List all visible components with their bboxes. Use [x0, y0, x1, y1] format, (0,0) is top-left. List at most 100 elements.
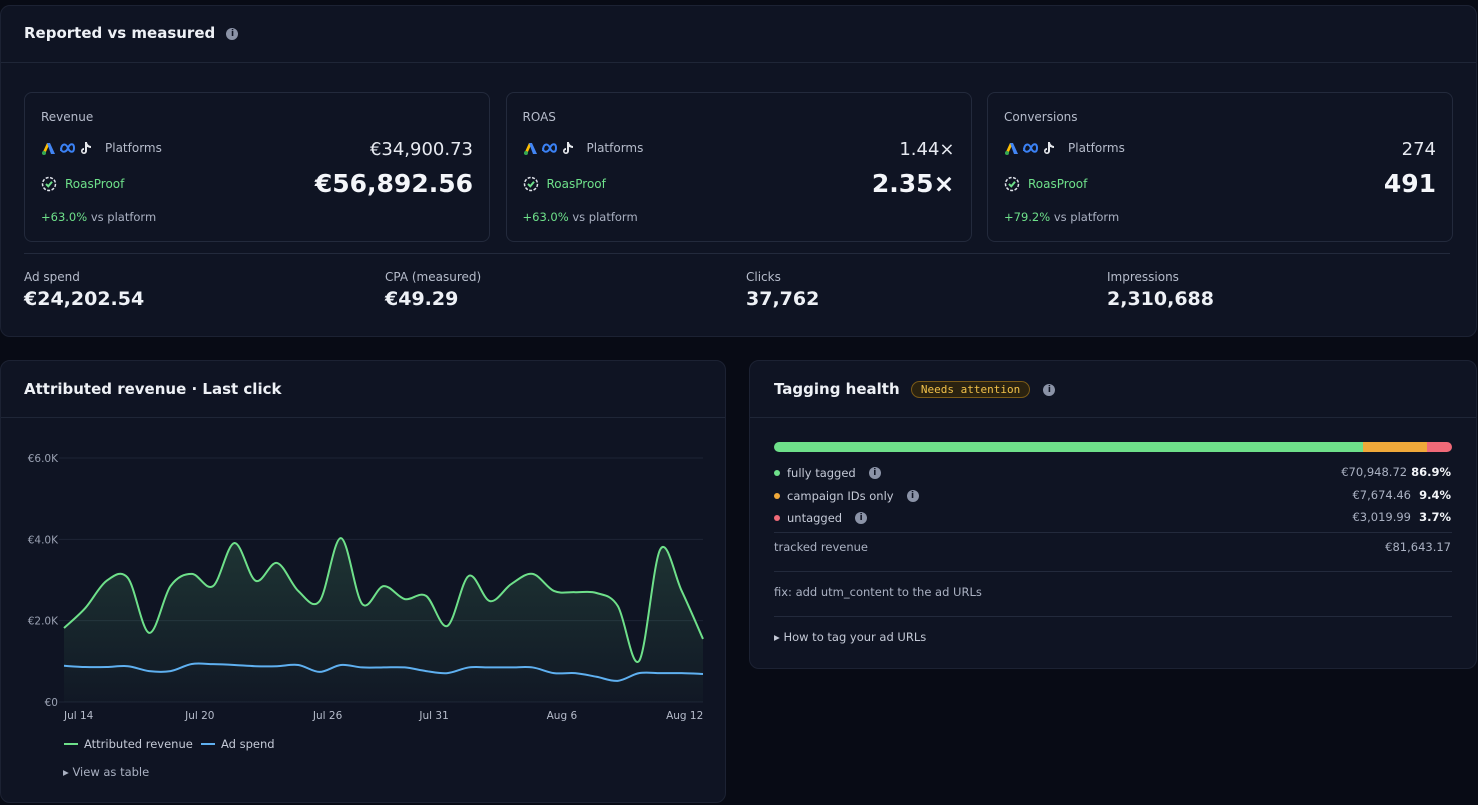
row-label: fully tagged: [787, 466, 856, 480]
kpi-value: €24,202.54: [24, 288, 145, 310]
y-tick-label: €6.0K: [28, 453, 59, 465]
howto-toggle[interactable]: ▸ How to tag your ad URLs: [774, 630, 927, 644]
x-tick-label: Jul 20: [184, 710, 214, 722]
kpi-value: 37,762: [746, 288, 820, 310]
platforms-value: 1.44×: [899, 139, 955, 160]
measured-value: €56,892.56: [314, 169, 473, 198]
bar-segment: [1426, 442, 1452, 452]
divider: [750, 417, 1476, 418]
chart-panel: Attributed revenue · Last click €0 €2.0K €…: [0, 360, 726, 803]
delta-row: +63.0% vs platform: [523, 210, 638, 224]
platforms-row: Platforms: [41, 141, 162, 155]
tag-row-value: €3,019.99 3.7%: [1352, 510, 1451, 524]
delta-suffix: vs platform: [90, 210, 157, 224]
howto-text: How to tag your ad URLs: [783, 630, 927, 644]
y-tick-label: €4.0K: [28, 534, 59, 546]
metric-card: Conversions Platforms 274 RoasProof 491 +79.2…: [987, 92, 1453, 242]
share: 86.9%: [1411, 465, 1451, 479]
chart-title: Attributed revenue · Last click: [24, 380, 282, 398]
row-label: campaign IDs only: [787, 488, 894, 503]
divider: [24, 253, 1450, 254]
card-label: Conversions: [1004, 110, 1078, 124]
panel-title: Reported vs measured i: [24, 24, 239, 42]
y-tick-label: €2.0K: [28, 616, 59, 628]
share: 9.4%: [1419, 487, 1451, 502]
x-tick-label: Aug 12: [666, 710, 703, 722]
measured-value: 491: [1383, 169, 1436, 198]
summary-panel: Reported vs measured i Revenue Platforms €…: [0, 5, 1477, 337]
info-icon[interactable]: i: [868, 467, 881, 479]
platforms-value: €34,900.73: [369, 139, 473, 160]
fix-hint: fix: add utm_content to the ad URLs: [774, 585, 982, 599]
platforms-label: Platforms: [1068, 141, 1125, 155]
status-dot: [774, 470, 780, 476]
platforms-row: Platforms: [523, 141, 643, 155]
table-toggle[interactable]: ▸ View as table: [63, 765, 150, 779]
tag-row-label: untagged i: [774, 511, 868, 525]
tag-row-label: campaign IDs only i: [774, 489, 919, 503]
kpi-label: Clicks: [746, 270, 781, 284]
info-icon[interactable]: i: [855, 512, 868, 524]
card-label: Revenue: [41, 110, 94, 124]
info-icon[interactable]: i: [1043, 383, 1056, 396]
roasproof-icon: [523, 176, 538, 192]
tagging-panel: Tagging health Needs attention i fully t…: [749, 360, 1477, 669]
x-tick-label: Aug 6: [547, 710, 578, 722]
measured-row: RoasProof: [1004, 176, 1087, 192]
y-tick-label: €0: [45, 697, 58, 709]
tagging-bar: [774, 442, 1452, 452]
delta-row: +63.0% vs platform: [41, 210, 156, 224]
divider: [774, 616, 1452, 617]
tagging-title: Tagging health Needs attention i: [774, 380, 1056, 398]
delta-suffix: vs platform: [572, 210, 638, 224]
total-value: €81,643.17: [1385, 540, 1451, 554]
status-dot: [774, 515, 780, 521]
delta: +63.0%: [522, 210, 569, 224]
amount: €70,948.72: [1341, 465, 1408, 479]
tag-row-value: €7,674.46 9.4%: [1352, 488, 1451, 502]
platforms-row: Platforms: [1004, 141, 1125, 155]
info-icon[interactable]: i: [226, 27, 239, 40]
x-tick-label: Jul 31: [418, 710, 448, 722]
measured-label: RoasProof: [65, 177, 125, 191]
metric-card: ROAS Platforms 1.44× RoasProof 2.35× +63.0% v…: [505, 92, 972, 242]
divider: [774, 532, 1452, 533]
card-label: ROAS: [522, 110, 556, 124]
legend-label: Ad spend: [221, 737, 275, 751]
divider: [1, 417, 725, 418]
amount: €3,019.99: [1352, 510, 1411, 524]
chart: €0 €2.0K €4.0K €6.0K Jul 14 Jul 20 Jul 26 Jul 3…: [28, 453, 704, 751]
roasproof-icon: [41, 176, 57, 192]
bar-segment: [1363, 442, 1427, 452]
tag-row-value: €70,948.72 86.9%: [1341, 465, 1451, 479]
tag-row-label: fully tagged i: [774, 466, 881, 480]
series-line: [63, 662, 704, 682]
platform-icons: [42, 142, 91, 155]
legend-label: Attributed revenue: [84, 737, 193, 751]
measured-row: RoasProof: [41, 176, 124, 192]
delta-suffix: vs platform: [1053, 210, 1120, 224]
series-line: [63, 537, 704, 663]
x-tick-label: Jul 14: [63, 710, 94, 722]
platform-icons: [1005, 142, 1054, 155]
kpi-value: €49.29: [385, 288, 459, 310]
platform-icons: [523, 142, 573, 155]
delta-row: +79.2% vs platform: [1004, 210, 1119, 224]
divider: [1, 62, 1476, 63]
amount: €7,674.46: [1352, 487, 1411, 502]
platforms-label: Platforms: [105, 141, 162, 155]
toggle-text: View as table: [72, 765, 150, 779]
kpi-label: CPA (measured): [385, 270, 482, 284]
metric-card: Revenue Platforms €34,900.73 RoasProof €56,8…: [24, 92, 490, 242]
delta: +63.0%: [41, 210, 88, 224]
title-text: Reported vs measured: [24, 24, 216, 42]
divider: [774, 571, 1452, 572]
measured-value: 2.35×: [871, 169, 955, 198]
x-tick-label: Jul 26: [312, 710, 343, 722]
status-badge: Needs attention: [910, 381, 1031, 398]
kpi-value: 2,310,688: [1107, 288, 1214, 310]
title-text: Tagging health: [774, 380, 900, 398]
bar-segment: [774, 442, 1364, 452]
info-icon[interactable]: i: [906, 489, 919, 502]
